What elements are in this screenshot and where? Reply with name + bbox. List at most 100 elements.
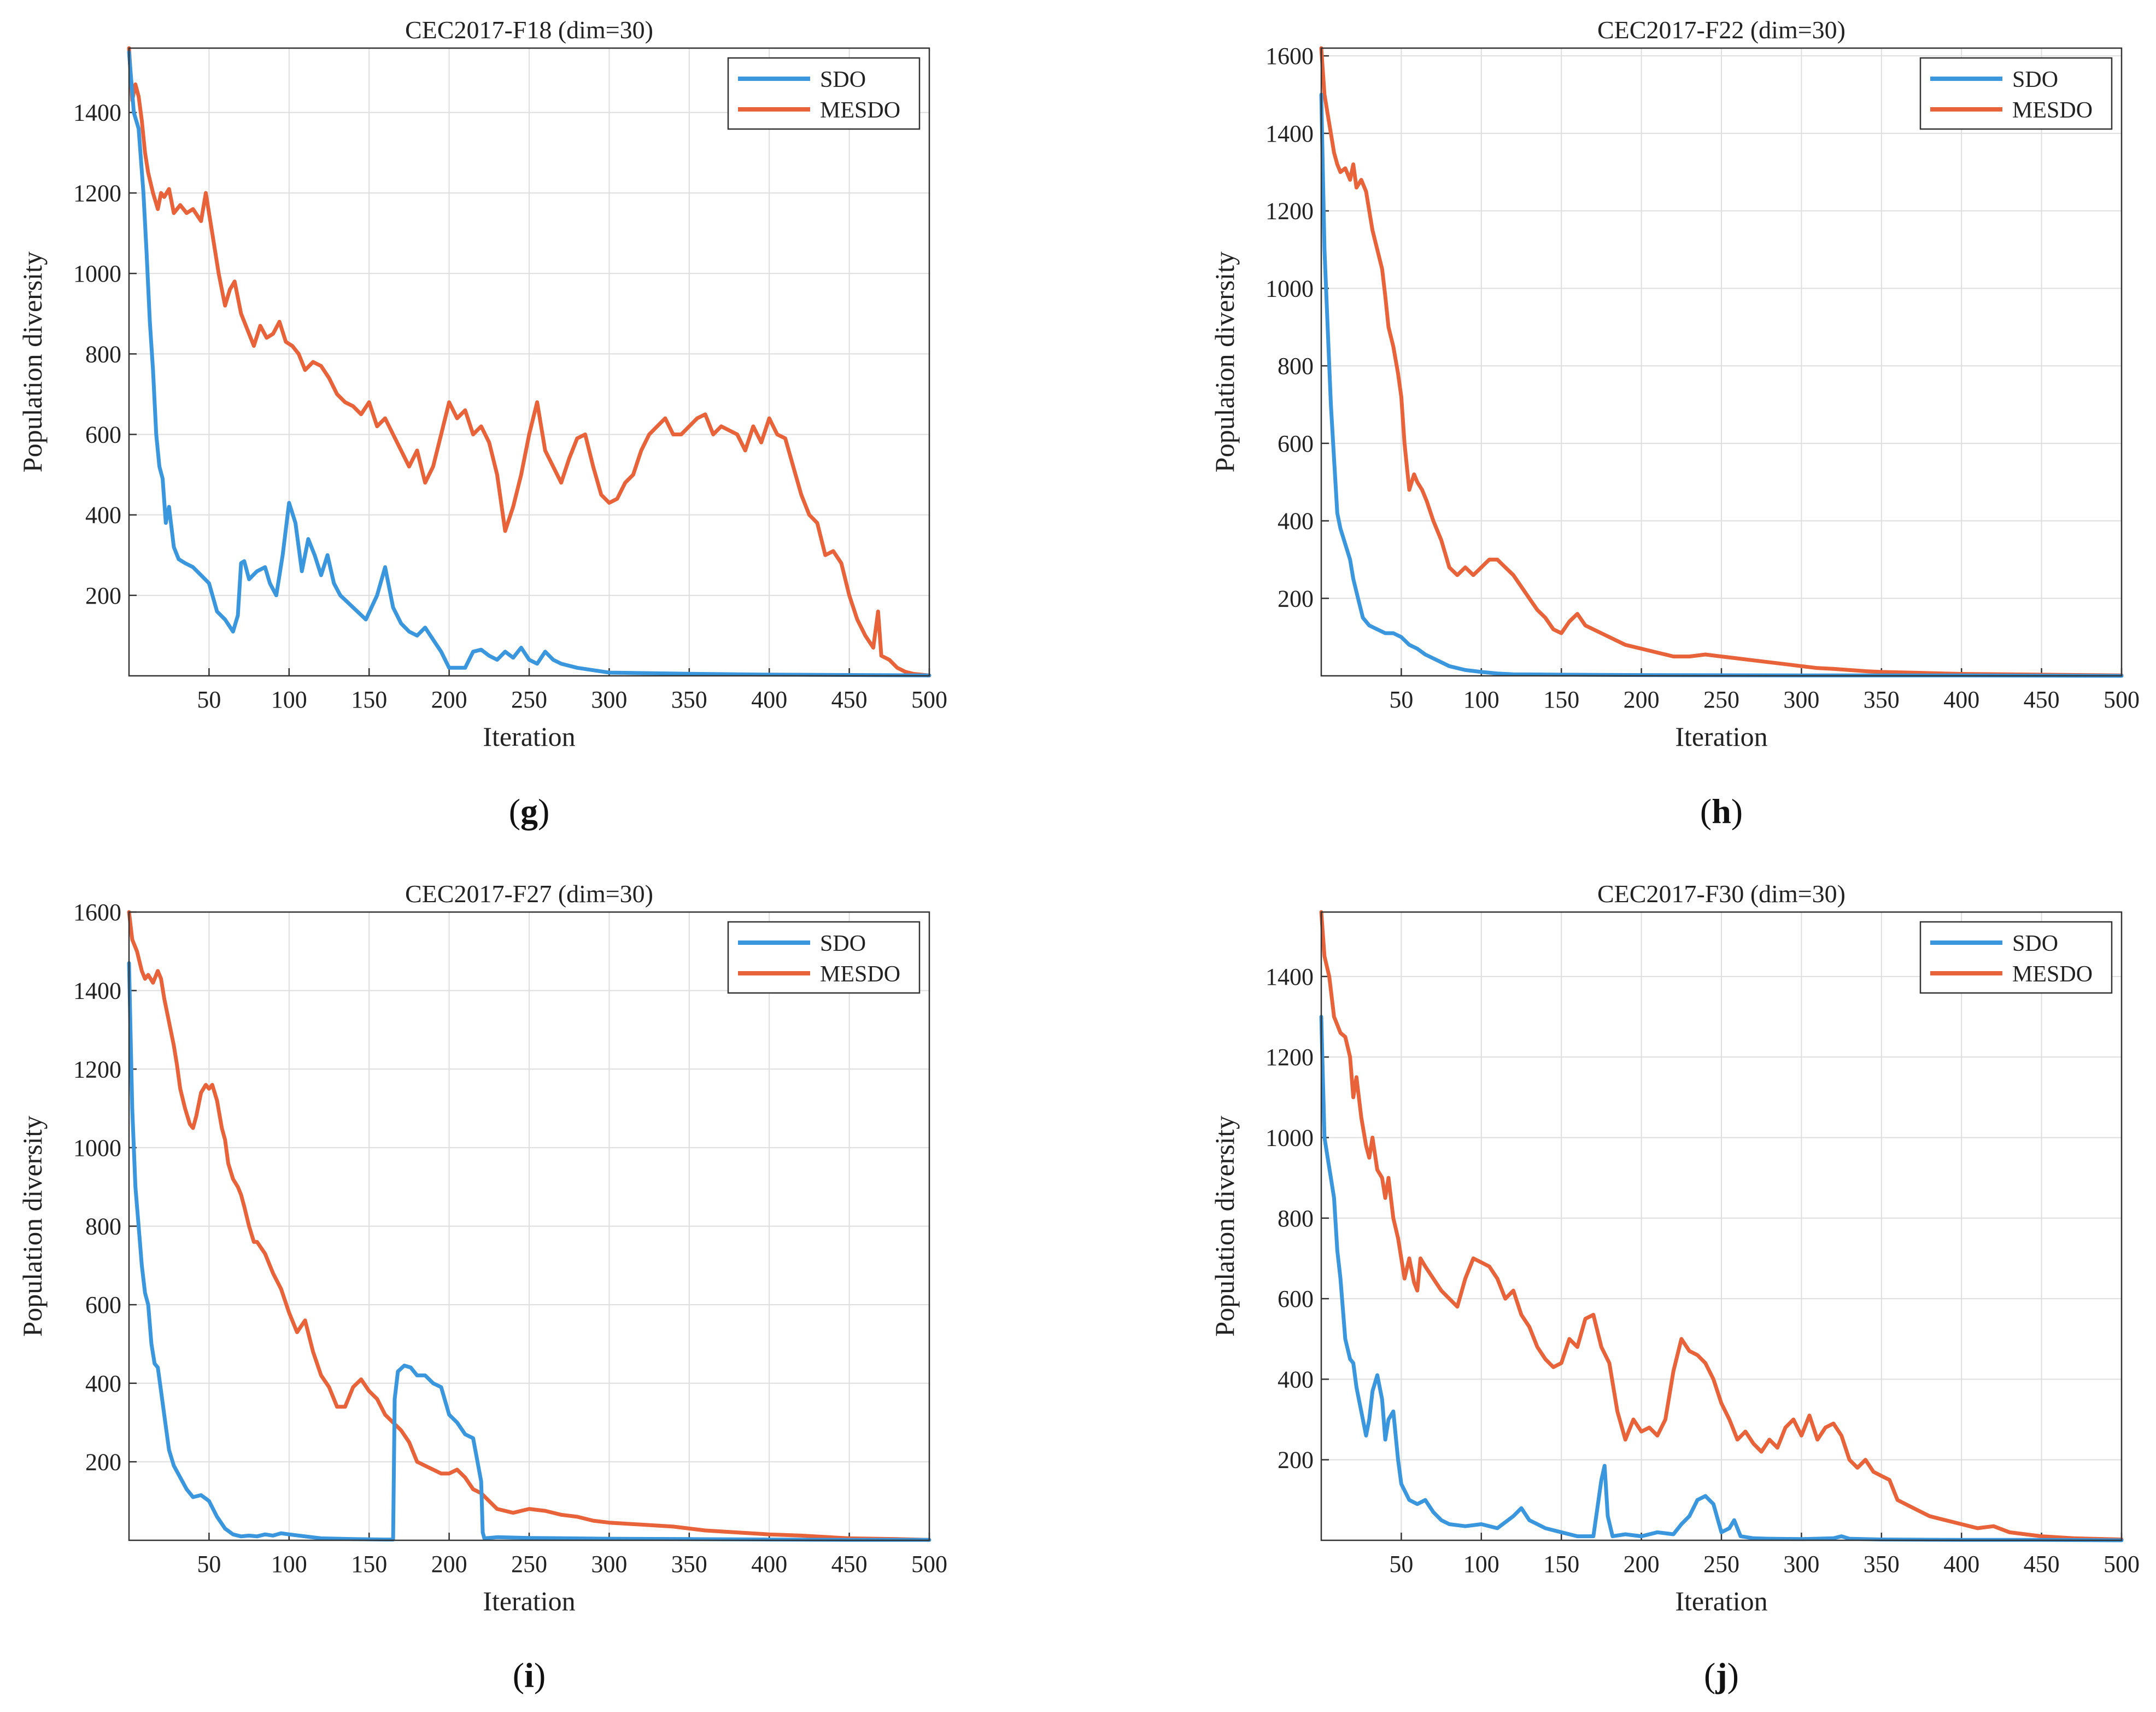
y-tick-label: 1400 bbox=[1266, 963, 1314, 990]
x-tick-label: 400 bbox=[751, 1551, 787, 1577]
subplot-caption: (g) bbox=[509, 792, 550, 831]
x-tick-label: 50 bbox=[197, 686, 221, 713]
subplot-i: 50 100 150 200 250 300 350 400 450 500 200 400 600 80… bbox=[17, 880, 947, 1695]
y-tick-label: 200 bbox=[1278, 585, 1314, 612]
x-tick-label: 300 bbox=[1783, 686, 1819, 713]
y-tick-label: 600 bbox=[1278, 1286, 1314, 1312]
y-tick-label: 1200 bbox=[1266, 1044, 1314, 1071]
series-line-mesdo bbox=[127, 910, 931, 1542]
legend: SDO MESDO bbox=[727, 57, 921, 130]
x-tick-label: 150 bbox=[351, 1551, 387, 1577]
series-line-mesdo bbox=[1319, 46, 2124, 677]
x-axis-label: Iteration bbox=[1675, 1586, 1767, 1616]
x-axis-label: Iteration bbox=[483, 1586, 575, 1616]
y-axis-label: Population diversity bbox=[17, 1115, 48, 1336]
x-tick-label: 200 bbox=[431, 686, 467, 713]
y-tick-label: 1400 bbox=[73, 978, 121, 1004]
x-tick-label: 400 bbox=[1943, 1551, 1979, 1577]
legend-box bbox=[727, 921, 921, 994]
x-tick-label: 450 bbox=[831, 686, 868, 713]
x-tick-label: 300 bbox=[1783, 1551, 1819, 1577]
x-tick-label: 50 bbox=[1389, 1551, 1413, 1577]
y-tick-label: 1400 bbox=[1266, 120, 1314, 147]
y-axis-label: Population diversity bbox=[17, 252, 48, 472]
x-tick-label: 250 bbox=[511, 1551, 547, 1577]
x-tick-label: 300 bbox=[591, 686, 627, 713]
series-line-mesdo bbox=[1319, 910, 2124, 1541]
x-tick-label: 300 bbox=[591, 1551, 627, 1577]
y-tick-label: 200 bbox=[85, 1448, 121, 1475]
x-tick-label: 250 bbox=[511, 686, 547, 713]
legend-box bbox=[1919, 57, 2113, 130]
y-tick-label: 1000 bbox=[73, 1135, 121, 1161]
x-tick-label: 500 bbox=[2104, 1551, 2140, 1577]
subplot-g: 50 100 150 200 250 300 350 400 450 500 200 400 600 80… bbox=[17, 16, 947, 831]
x-tick-label: 100 bbox=[271, 1551, 307, 1577]
y-tick-label: 200 bbox=[1278, 1447, 1314, 1474]
legend-box bbox=[727, 57, 921, 130]
x-axis-label: Iteration bbox=[1675, 721, 1767, 752]
x-tick-label: 150 bbox=[1543, 1551, 1579, 1577]
legend-label-mesdo: MESDO bbox=[2012, 962, 2093, 987]
chart-title: CEC2017-F27 (dim=30) bbox=[405, 880, 653, 908]
x-tick-label: 100 bbox=[271, 686, 307, 713]
x-tick-label: 450 bbox=[2024, 1551, 2060, 1577]
y-tick-label: 400 bbox=[1278, 508, 1314, 535]
x-tick-label: 150 bbox=[1543, 686, 1579, 713]
series-line-mesdo bbox=[127, 46, 931, 677]
series-line-sdo bbox=[1319, 1015, 2124, 1542]
subplot-caption: (i) bbox=[513, 1656, 546, 1695]
y-tick-label: 800 bbox=[85, 341, 121, 367]
x-tick-label: 500 bbox=[911, 686, 947, 713]
legend-label-mesdo: MESDO bbox=[820, 962, 900, 987]
y-tick-label: 800 bbox=[85, 1213, 121, 1240]
legend: SDO MESDO bbox=[727, 921, 921, 994]
subplot-j: 50 100 150 200 250 300 350 400 450 500 200 400 600 80… bbox=[1209, 880, 2140, 1695]
y-tick-label: 400 bbox=[85, 502, 121, 529]
y-tick-label: 600 bbox=[85, 421, 121, 448]
y-tick-label: 1000 bbox=[1266, 1124, 1314, 1151]
legend-label-sdo: SDO bbox=[820, 931, 866, 956]
plot-frame bbox=[128, 911, 930, 1541]
legend-label-mesdo: MESDO bbox=[2012, 98, 2093, 123]
x-tick-label: 50 bbox=[197, 1551, 221, 1577]
x-tick-label: 450 bbox=[2024, 686, 2060, 713]
legend-label-sdo: SDO bbox=[820, 67, 866, 92]
x-tick-label: 350 bbox=[1864, 686, 1900, 713]
x-tick-label: 350 bbox=[671, 686, 707, 713]
y-tick-label: 1200 bbox=[73, 1056, 121, 1083]
y-tick-label: 400 bbox=[1278, 1366, 1314, 1393]
x-tick-label: 500 bbox=[2104, 686, 2140, 713]
legend: SDO MESDO bbox=[1919, 921, 2113, 994]
y-tick-label: 1600 bbox=[1266, 43, 1314, 69]
plot-frame bbox=[1320, 47, 2123, 677]
x-tick-label: 250 bbox=[1703, 1551, 1739, 1577]
legend-box bbox=[1919, 921, 2113, 994]
chart-title: CEC2017-F30 (dim=30) bbox=[1597, 880, 1846, 908]
x-tick-label: 150 bbox=[351, 686, 387, 713]
plot-frame bbox=[1320, 911, 2123, 1541]
x-tick-label: 400 bbox=[1943, 686, 1979, 713]
x-tick-label: 350 bbox=[1864, 1551, 1900, 1577]
y-tick-label: 400 bbox=[85, 1370, 121, 1397]
subplot-caption: (j) bbox=[1704, 1656, 1739, 1695]
plot-frame bbox=[128, 47, 930, 677]
y-axis-label: Population diversity bbox=[1209, 252, 1240, 472]
y-axis-label: Population diversity bbox=[1209, 1115, 1240, 1336]
y-tick-label: 1000 bbox=[1266, 275, 1314, 302]
series-line-sdo bbox=[1319, 92, 2124, 678]
subplot-caption: (h) bbox=[1700, 792, 1743, 831]
y-tick-label: 600 bbox=[1278, 430, 1314, 457]
x-tick-label: 500 bbox=[911, 1551, 947, 1577]
chart-title: CEC2017-F18 (dim=30) bbox=[405, 16, 653, 44]
y-tick-label: 200 bbox=[85, 582, 121, 609]
x-tick-label: 200 bbox=[1624, 1551, 1660, 1577]
legend-label-mesdo: MESDO bbox=[820, 98, 900, 123]
series-line-sdo bbox=[127, 961, 931, 1542]
y-tick-label: 1200 bbox=[1266, 198, 1314, 225]
chart-title: CEC2017-F22 (dim=30) bbox=[1597, 16, 1846, 44]
x-tick-label: 450 bbox=[831, 1551, 868, 1577]
y-tick-label: 1400 bbox=[73, 100, 121, 126]
x-tick-label: 200 bbox=[1624, 686, 1660, 713]
